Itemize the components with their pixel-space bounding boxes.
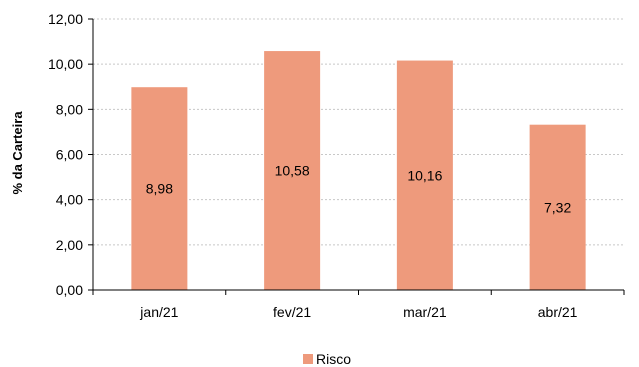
data-label: 10,58	[275, 163, 310, 179]
x-tick-label: abr/21	[538, 304, 578, 320]
axes	[88, 18, 625, 295]
y-tick-labels: 0,00 2,00 4,00 6,00 8,00 10,00 12,00	[48, 11, 83, 298]
bar-abr-21	[529, 124, 586, 290]
y-tick-label: 4,00	[56, 192, 83, 208]
data-label: 8,98	[146, 181, 173, 197]
bars	[131, 51, 586, 291]
x-tick-label: mar/21	[403, 304, 447, 320]
data-label: 10,16	[407, 167, 442, 183]
legend-swatch-risco	[303, 354, 313, 364]
y-axis-title: % da Carteira	[10, 111, 25, 195]
bar-fev-21	[264, 51, 321, 291]
y-tick-label: 10,00	[48, 56, 83, 72]
x-tick-label: jan/21	[139, 304, 178, 320]
bar-jan-21	[131, 87, 188, 291]
y-tick-label: 2,00	[56, 237, 83, 253]
legend-label-risco: Risco	[316, 351, 351, 367]
x-tick-labels: jan/21 fev/21 mar/21 abr/21	[139, 304, 577, 320]
x-tick-label: fev/21	[273, 304, 311, 320]
data-label: 7,32	[544, 199, 571, 215]
bar-mar-21	[396, 60, 453, 291]
data-labels: 8,98 10,58 10,16 7,32	[146, 163, 572, 216]
y-tick-label: 6,00	[56, 147, 83, 163]
legend: Risco	[303, 351, 351, 367]
y-tick-label: 8,00	[56, 101, 83, 117]
y-tick-label: 0,00	[56, 282, 83, 298]
y-tick-label: 12,00	[48, 11, 83, 27]
